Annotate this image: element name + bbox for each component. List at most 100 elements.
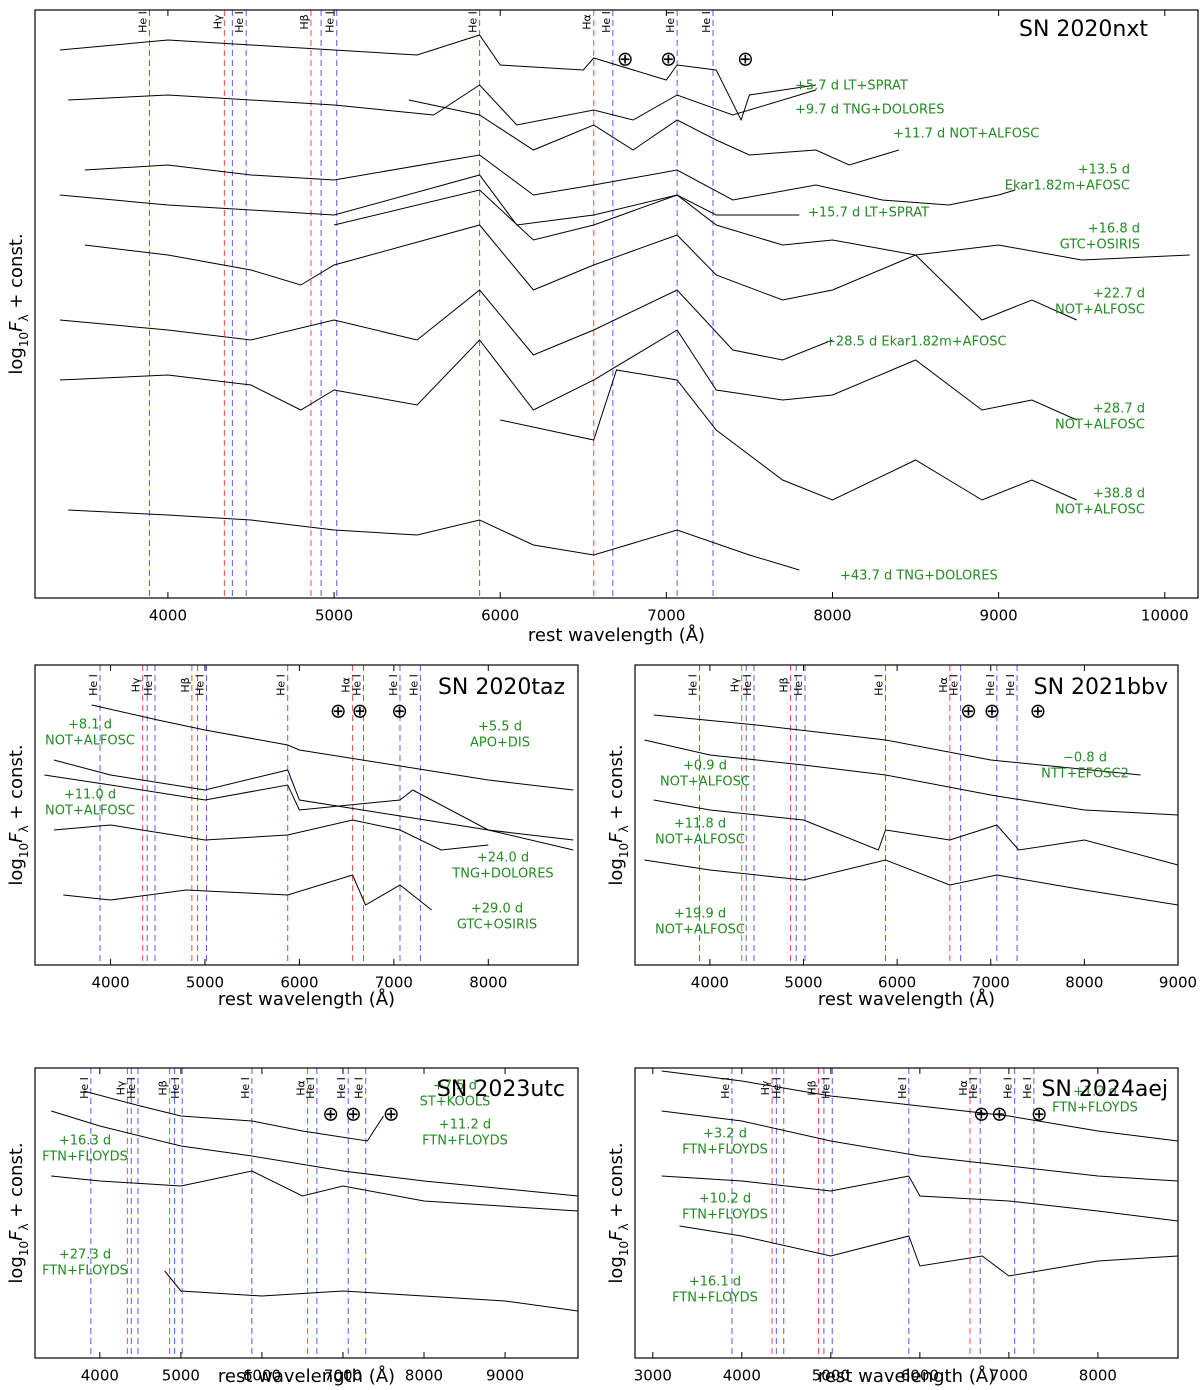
spectrum-label: NTT+EFOSC2 — [1041, 767, 1129, 782]
spectrum — [68, 509, 800, 571]
x-axis-label: rest wavelength (Å) — [528, 624, 705, 646]
y-axis-label-part: + const. — [6, 233, 27, 314]
x-tick-label: 7000 — [647, 607, 685, 625]
x-tick-label: 4000 — [691, 974, 729, 992]
spectrum-label: +10.2 d — [699, 1192, 751, 1207]
panel-title: SN 2024aej — [1041, 1077, 1168, 1102]
spectrum — [661, 1175, 1179, 1222]
spectrum — [51, 1170, 579, 1212]
line-label: Hα — [295, 1080, 308, 1096]
x-tick-label: 8000 — [469, 974, 507, 992]
y-axis-label: log10Fλ + const. — [6, 744, 31, 885]
line-label: He I — [896, 1077, 909, 1099]
line-label: He I — [136, 11, 149, 33]
panel-title: SN 2023utc — [437, 1077, 565, 1102]
spectrum — [661, 1110, 1179, 1182]
telluric-symbol: ⊕ — [617, 47, 634, 71]
spectrum-label: +9.7 d TNG+DOLORES — [795, 103, 944, 118]
spectrum — [53, 819, 489, 851]
x-tick-label: 8000 — [1079, 1367, 1117, 1385]
spectrum-label: NOT+ALFOSC — [655, 833, 745, 848]
line-label: He I — [407, 674, 420, 696]
spectrum-label: +1.2 d — [1073, 1085, 1117, 1100]
telluric-symbol: ⊕ — [330, 699, 347, 723]
x-tick-label: 7000 — [972, 974, 1010, 992]
spectrum — [44, 774, 574, 851]
line-label: He I — [967, 1077, 980, 1099]
line-label: Hα — [581, 14, 594, 30]
x-tick-label: 6000 — [243, 1367, 281, 1385]
telluric-symbol: ⊕ — [660, 47, 677, 71]
x-tick-label: 4000 — [81, 1367, 119, 1385]
telluric-symbol: ⊕ — [984, 699, 1001, 723]
line-label: Hα — [937, 677, 950, 693]
plot-frame — [34, 9, 1199, 599]
spectrum-label: GTC+OSIRIS — [1060, 238, 1140, 253]
spectrum — [83, 1090, 384, 1142]
spectrum-label: FTN+FLOYDS — [682, 1143, 768, 1158]
spectrum — [333, 189, 1190, 261]
line-label: He I — [687, 674, 700, 696]
x-tick-label: 8000 — [1065, 974, 1103, 992]
y-axis-label-part: 10 — [617, 843, 631, 858]
line-label: He I — [387, 674, 400, 696]
spectrum-label: +16.8 d — [1088, 222, 1140, 237]
spectrum-label: NOT+ALFOSC — [45, 734, 135, 749]
spectrum-label: +28.7 d — [1093, 402, 1145, 417]
line-label: He I — [948, 674, 961, 696]
plot-frame — [634, 664, 1179, 966]
spectrum-label: ST+KOOLS — [420, 1095, 491, 1110]
telluric-symbol: ⊕ — [973, 1102, 990, 1126]
line-label: He I — [193, 674, 206, 696]
x-tick-label: 10000 — [1141, 607, 1189, 625]
line-label: He I — [873, 674, 886, 696]
x-tick-label: 7000 — [375, 974, 413, 992]
y-axis-label-part: + const. — [606, 1142, 627, 1223]
plot-frame — [34, 664, 579, 966]
spectrum-label: TNG+DOLORES — [451, 867, 553, 882]
line-label: He I — [78, 1077, 91, 1099]
x-tick-label: 8000 — [813, 607, 851, 625]
spectrum-label: −0.8 d — [1063, 751, 1107, 766]
x-axis-label: rest wavelength (Å) — [818, 988, 995, 1010]
spectrum-label: GTC+OSIRIS — [457, 918, 537, 933]
y-axis-label-part: F — [6, 832, 27, 843]
line-label: He I — [239, 1077, 252, 1099]
line-label: He I — [467, 11, 480, 33]
line-label: He I — [741, 674, 754, 696]
y-axis-label-part: λ — [17, 825, 31, 832]
telluric-symbol: ⊕ — [391, 699, 408, 723]
spectrum-label: +43.7 d TNG+DOLORES — [840, 569, 998, 584]
spectrum-label: +11.0 d — [64, 788, 116, 803]
spectrum-label: FTN+FLOYDS — [682, 1208, 768, 1223]
line-label: Hβ — [298, 14, 311, 29]
line-label: He I — [819, 1077, 832, 1099]
spectrum-label: +11.8 d — [674, 817, 726, 832]
spectrum-label: +15.7 d LT+SPRAT — [808, 206, 929, 221]
spectrum-label: +24.0 d — [477, 851, 529, 866]
x-tick-label: 5000 — [162, 1367, 200, 1385]
y-axis-label-part: log — [6, 1256, 27, 1283]
plot-frame — [34, 1067, 579, 1359]
telluric-symbol: ⊕ — [322, 1102, 339, 1126]
line-label: He I — [324, 11, 337, 33]
spectrum-label: +11.7 d NOT+ALFOSC — [893, 127, 1039, 142]
spectrum — [51, 1110, 579, 1197]
spectrum-label: NOT+ALFOSC — [1055, 503, 1145, 518]
line-label: Hβ — [179, 677, 192, 692]
telluric-symbol: ⊕ — [991, 1102, 1008, 1126]
telluric-symbol: ⊕ — [1030, 699, 1047, 723]
line-label: He I — [700, 11, 713, 33]
x-tick-label: 6000 — [280, 974, 318, 992]
telluric-symbol: ⊕ — [737, 47, 754, 71]
x-tick-label: 5000 — [315, 607, 353, 625]
x-axis-label: rest wavelength (Å) — [818, 1365, 995, 1387]
spectrum-label: +16.1 d — [689, 1275, 741, 1290]
line-label: Hα — [957, 1080, 970, 1096]
y-axis-label-part: λ — [617, 825, 631, 832]
x-tick-label: 4000 — [723, 1367, 761, 1385]
spectrum-label: FTN+FLOYDS — [42, 1150, 128, 1165]
x-tick-label: 6000 — [481, 607, 519, 625]
x-tick-label: 4000 — [149, 607, 187, 625]
panel-title: SN 2020nxt — [1019, 17, 1148, 42]
